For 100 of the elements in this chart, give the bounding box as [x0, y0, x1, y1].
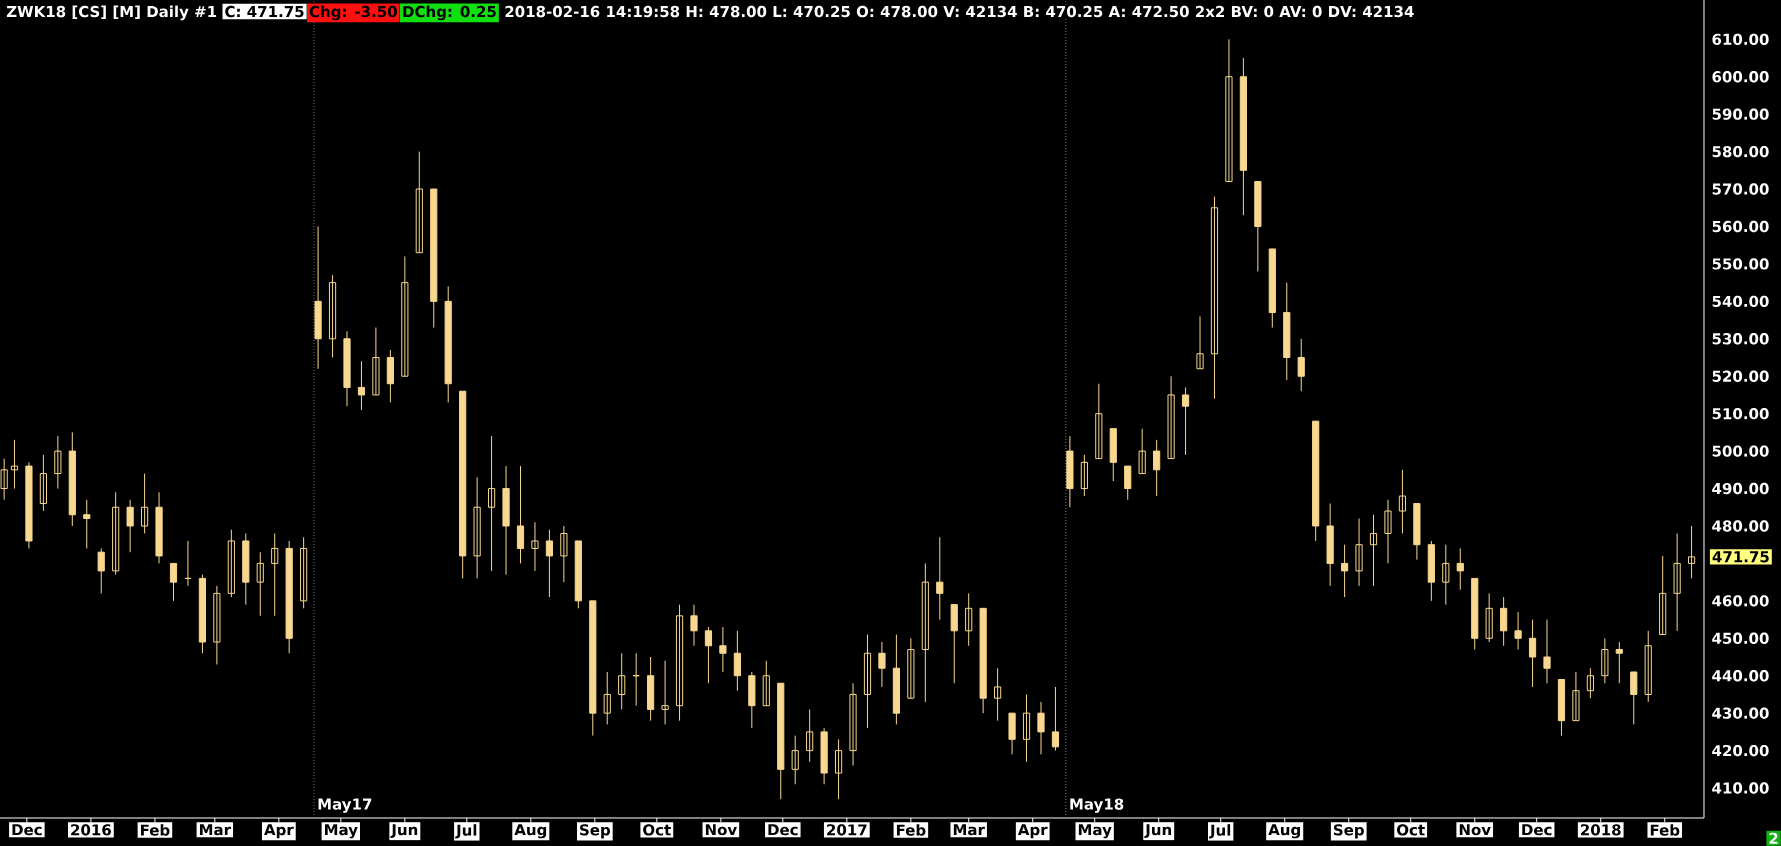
y-tick-label: 480.00	[1712, 520, 1769, 532]
candlestick	[950, 604, 958, 684]
candlestick	[97, 547, 105, 594]
y-tick-label: 520.00	[1712, 370, 1769, 382]
candlestick	[1196, 315, 1204, 370]
candlestick	[1095, 383, 1103, 460]
candlestick	[1384, 499, 1392, 564]
y-tick-label: 420.00	[1712, 744, 1769, 757]
ref-line-label: May18	[1070, 798, 1124, 813]
candlestick	[1066, 435, 1074, 508]
text: 2	[1769, 832, 1778, 844]
candlestick	[1471, 577, 1479, 651]
candlestick	[1167, 375, 1175, 460]
candlestick	[126, 499, 134, 553]
x-tick-label: Mar	[199, 824, 231, 836]
candlestick	[141, 473, 149, 534]
candlestick	[820, 727, 828, 785]
x-tick-label: Jul	[455, 824, 477, 839]
x-tick-label: Nov	[705, 824, 737, 836]
candlestick	[271, 532, 279, 617]
x-tick-label: Jun	[390, 824, 418, 839]
x-tick-label: Feb	[896, 824, 926, 836]
x-tick-label: Aug	[514, 824, 547, 839]
candlestick	[545, 529, 554, 598]
annotation: Chg: -3.50	[309, 5, 397, 21]
candlestick	[704, 626, 713, 684]
candlestick	[83, 499, 91, 549]
candlestick	[1268, 248, 1276, 329]
candlestick	[1369, 514, 1378, 587]
annotation: 471.75	[1712, 551, 1769, 563]
candlestick	[1687, 525, 1696, 579]
candlestick	[1557, 678, 1566, 737]
candlestick	[690, 604, 698, 647]
candlestick	[198, 574, 207, 654]
y-tick-label: 560.00	[1712, 220, 1769, 233]
candlestick	[112, 491, 120, 576]
candlestick	[618, 652, 626, 710]
candlestick	[979, 607, 987, 714]
candlestick	[762, 660, 770, 707]
candlestick	[1341, 544, 1349, 598]
candlestick	[1543, 619, 1551, 684]
y-tick-label: 580.00	[1712, 145, 1769, 158]
candlestick	[54, 435, 62, 490]
y-tick-label: 570.00	[1712, 183, 1769, 195]
candlestick	[386, 349, 394, 403]
candlestick	[632, 652, 640, 707]
annotation: DChg: 0.25	[403, 5, 496, 21]
x-tick-label: Nov	[1459, 824, 1491, 836]
candlestick	[603, 671, 611, 725]
candlestick	[155, 491, 163, 564]
candlestick	[806, 708, 814, 763]
candlestick	[1528, 619, 1537, 688]
x-tick-label: Apr	[1017, 824, 1048, 839]
y-tick-label: 540.00	[1712, 295, 1769, 308]
candlestick	[1297, 338, 1305, 392]
candlestick	[1109, 428, 1117, 482]
candlestick	[357, 360, 366, 411]
candlestick	[589, 600, 597, 737]
candlestick	[1181, 386, 1190, 456]
candlestick	[1500, 596, 1508, 647]
x-tick-label: Feb	[1650, 824, 1680, 836]
y-tick-label: 590.00	[1712, 108, 1769, 120]
candlestick	[1398, 469, 1407, 534]
candlestick	[1659, 555, 1667, 636]
y-tick-label: 600.00	[1712, 71, 1769, 83]
y-tick-label: 530.00	[1712, 333, 1769, 345]
candlestick	[733, 630, 741, 692]
candlestick	[328, 274, 337, 359]
candlestick	[285, 540, 293, 654]
candlestick	[1673, 532, 1681, 632]
candlestick	[401, 255, 409, 377]
candlestick	[1572, 671, 1580, 722]
candlestick	[1355, 517, 1363, 587]
candlestick	[878, 641, 886, 688]
candlestick	[994, 667, 1002, 722]
candlestick	[560, 525, 568, 583]
candlestick	[1456, 547, 1464, 591]
candlestick	[1051, 686, 1060, 752]
candlestick	[1225, 38, 1233, 183]
x-tick-label: Jun	[1144, 824, 1172, 839]
x-tick-label: Apr	[264, 824, 294, 839]
candlestick	[1124, 465, 1132, 501]
y-tick-label: 450.00	[1712, 632, 1769, 644]
candlestick	[791, 735, 799, 785]
candlestick	[502, 465, 510, 576]
candlestick	[227, 529, 235, 598]
candlestick	[892, 634, 900, 725]
candlestick	[256, 551, 264, 617]
candlestick	[430, 188, 438, 329]
candlestick	[1413, 503, 1421, 561]
y-tick-label: 510.00	[1712, 407, 1769, 420]
y-tick-label: 500.00	[1712, 445, 1769, 457]
candlestick	[965, 592, 973, 647]
x-tick-label: Dec	[1522, 824, 1552, 836]
candlestick	[675, 604, 684, 722]
x-tick-label: 2017	[827, 824, 867, 836]
candlestick	[1080, 454, 1088, 497]
x-tick-label: Jul	[1209, 824, 1231, 839]
candlestick	[1008, 712, 1016, 755]
candlestick	[343, 330, 351, 407]
